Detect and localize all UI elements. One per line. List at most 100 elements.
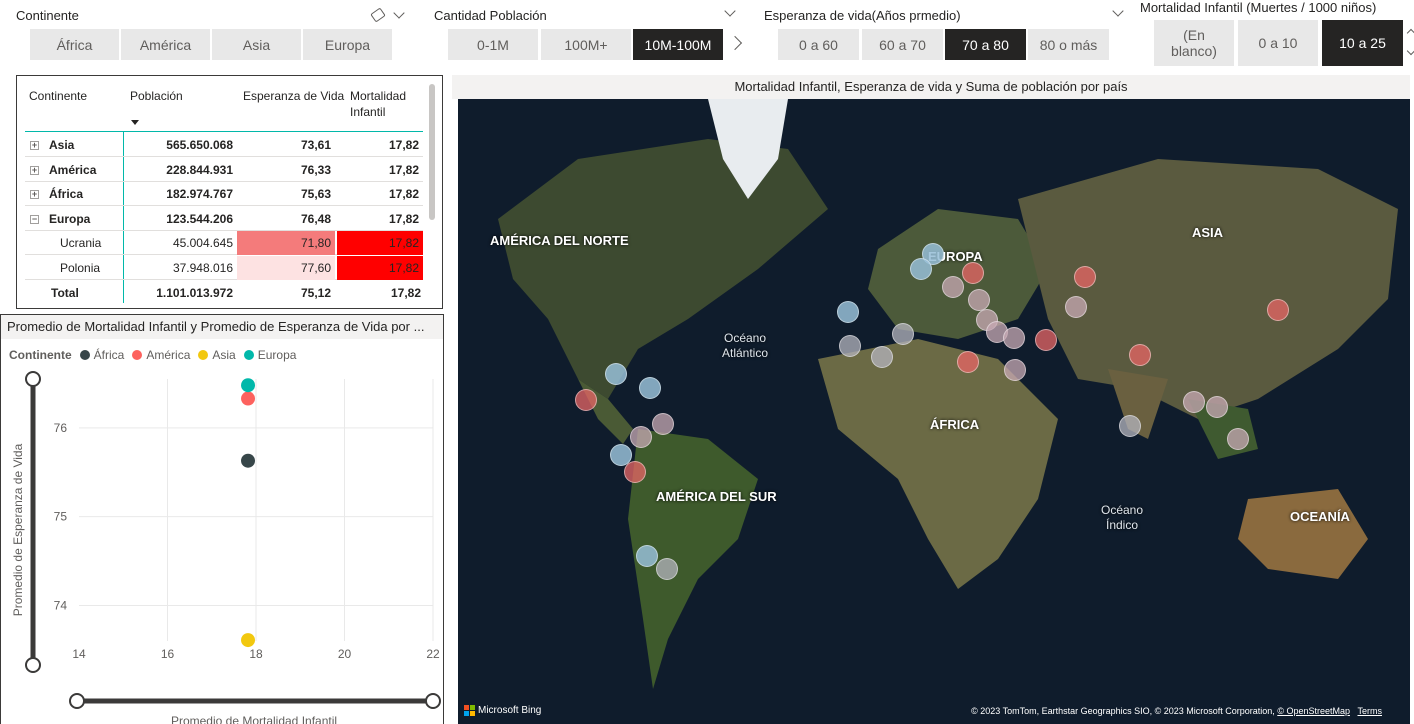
expand-icon[interactable]: + bbox=[30, 140, 39, 150]
y-tick-label: 76 bbox=[54, 421, 68, 435]
map-bubble[interactable] bbox=[957, 351, 979, 373]
cell-poblacion: 228.844.931 bbox=[166, 162, 233, 177]
header-esperanza[interactable]: Esperanza de Vida bbox=[243, 89, 345, 103]
map-bubble[interactable] bbox=[1227, 428, 1249, 450]
table-scrollbar[interactable] bbox=[429, 84, 435, 220]
chevron-down-icon[interactable] bbox=[393, 7, 405, 19]
option-0-1m[interactable]: 0-1M bbox=[448, 29, 538, 60]
header-poblacion[interactable]: Población bbox=[130, 89, 183, 103]
map-bubble[interactable] bbox=[910, 258, 932, 280]
header-mortalidad[interactable]: Mortalidad Infantil bbox=[350, 89, 407, 119]
option-80-mas[interactable]: 80 o más bbox=[1028, 29, 1109, 60]
map-bubble[interactable] bbox=[605, 363, 627, 385]
x-tick-label: 22 bbox=[426, 647, 440, 661]
row-label: América bbox=[49, 162, 97, 177]
cell-mortalidad: 17,82 bbox=[388, 187, 419, 201]
option-100m-plus[interactable]: 100M+ bbox=[541, 29, 631, 60]
table-row: Ucrania 45.004.645 71,80 17,82 bbox=[25, 231, 423, 255]
row-label: Polonia bbox=[60, 260, 101, 275]
map-bubble[interactable] bbox=[1003, 327, 1025, 349]
cell-mortalidad: 17,82 bbox=[388, 138, 419, 152]
map-canvas[interactable]: AMÉRICA DEL NORTE EUROPA ASIA ÁFRICA AMÉ… bbox=[458, 99, 1410, 724]
expand-icon[interactable]: + bbox=[30, 189, 39, 199]
total-label: Total bbox=[51, 286, 79, 300]
table-row: + Asia 565.650.068 73,61 17,82 bbox=[25, 133, 423, 157]
chevron-up-icon[interactable] bbox=[1406, 28, 1414, 38]
x-tick-label: 18 bbox=[249, 647, 263, 661]
cell-esperanza: 76,33 bbox=[300, 162, 331, 177]
map-bubble[interactable] bbox=[942, 276, 964, 298]
map-bubble[interactable] bbox=[656, 558, 678, 580]
map-bubble[interactable] bbox=[624, 461, 646, 483]
option-0-10[interactable]: 0 a 10 bbox=[1238, 20, 1318, 66]
collapse-icon[interactable]: − bbox=[30, 213, 39, 224]
map-bubble[interactable] bbox=[839, 335, 861, 357]
x-axis-title: Promedio de Mortalidad Infantil bbox=[171, 714, 337, 724]
map-bubble[interactable] bbox=[1183, 391, 1205, 413]
legend-dot-africa bbox=[79, 350, 90, 360]
scatter-point-europa[interactable] bbox=[241, 378, 256, 393]
legend-america[interactable]: América bbox=[146, 348, 191, 362]
legend-europa[interactable]: Europa bbox=[257, 348, 297, 362]
legend-africa[interactable]: África bbox=[93, 348, 125, 362]
chevron-right-icon[interactable] bbox=[727, 35, 743, 51]
legend-asia[interactable]: Asia bbox=[212, 348, 236, 362]
map-bubble[interactable] bbox=[1119, 415, 1141, 437]
map-bubble[interactable] bbox=[962, 262, 984, 284]
option-10m-100m[interactable]: 10M-100M bbox=[633, 29, 723, 60]
option-africa[interactable]: África bbox=[30, 29, 119, 60]
bing-logo[interactable]: Microsoft Bing bbox=[464, 705, 541, 716]
column-divider bbox=[123, 131, 124, 303]
y-zoom-handle-bottom[interactable] bbox=[25, 657, 41, 673]
map-credits: © 2023 TomTom, Earthstar Geographics SIO… bbox=[971, 706, 1382, 716]
option-en-blanco[interactable]: (En blanco) bbox=[1154, 20, 1234, 66]
map-bubble[interactable] bbox=[837, 301, 859, 323]
header-continente[interactable]: Continente bbox=[29, 89, 88, 103]
chevron-down-icon[interactable] bbox=[1112, 5, 1124, 17]
scatter-point-américa[interactable] bbox=[241, 391, 256, 406]
map-bubble[interactable] bbox=[636, 545, 658, 567]
scatter-point-asia[interactable] bbox=[241, 633, 256, 648]
map-bubble[interactable] bbox=[1065, 296, 1087, 318]
option-60-70[interactable]: 60 a 70 bbox=[862, 29, 943, 60]
map-bubble[interactable] bbox=[610, 444, 632, 466]
terms-link[interactable]: Terms bbox=[1357, 706, 1383, 716]
scatter-point-áfrica[interactable] bbox=[241, 453, 256, 468]
y-zoom-handle-top[interactable] bbox=[25, 371, 41, 387]
label-asia: ASIA bbox=[1192, 225, 1224, 240]
cell-mortalidad: 17,82 bbox=[388, 211, 419, 226]
map-bubble[interactable] bbox=[871, 346, 893, 368]
option-asia[interactable]: Asia bbox=[212, 29, 301, 60]
map-bubble[interactable] bbox=[639, 377, 661, 399]
map-bubble[interactable] bbox=[1074, 266, 1096, 288]
cell-poblacion: 182.974.767 bbox=[166, 187, 233, 201]
x-zoom-handle-right[interactable] bbox=[425, 693, 441, 709]
sort-desc-icon[interactable] bbox=[131, 120, 139, 125]
option-america[interactable]: América bbox=[121, 29, 210, 60]
map-bubble[interactable] bbox=[1129, 344, 1151, 366]
map-bubble[interactable] bbox=[652, 413, 674, 435]
slicer-mortalidad: Mortalidad Infantil (Muertes / 1000 niño… bbox=[1130, 0, 1414, 70]
expand-icon[interactable]: + bbox=[30, 164, 39, 175]
map-bubble[interactable] bbox=[1004, 359, 1026, 381]
y-tick-label: 75 bbox=[54, 510, 68, 524]
map-bubble[interactable] bbox=[1035, 329, 1057, 351]
eraser-icon[interactable] bbox=[370, 7, 386, 23]
map-bubble[interactable] bbox=[968, 289, 990, 311]
label-africa: ÁFRICA bbox=[930, 417, 980, 432]
chevron-down-icon[interactable] bbox=[1406, 46, 1414, 56]
map-bubble[interactable] bbox=[892, 323, 914, 345]
chevron-down-icon[interactable] bbox=[724, 5, 736, 17]
option-10-25[interactable]: 10 a 25 bbox=[1322, 20, 1403, 66]
option-0-60[interactable]: 0 a 60 bbox=[778, 29, 859, 60]
option-europa[interactable]: Europa bbox=[303, 29, 392, 60]
map-bubble[interactable] bbox=[575, 389, 597, 411]
y-tick-label: 74 bbox=[54, 598, 68, 612]
map-bubble[interactable] bbox=[1206, 396, 1228, 418]
option-70-80[interactable]: 70 a 80 bbox=[945, 29, 1026, 60]
cell-mortalidad: 17,82 bbox=[337, 255, 423, 280]
map-bubble[interactable] bbox=[630, 426, 652, 448]
osm-link[interactable]: © OpenStreetMap bbox=[1277, 706, 1350, 716]
map-bubble[interactable] bbox=[1267, 299, 1289, 321]
x-zoom-handle-left[interactable] bbox=[69, 693, 85, 709]
